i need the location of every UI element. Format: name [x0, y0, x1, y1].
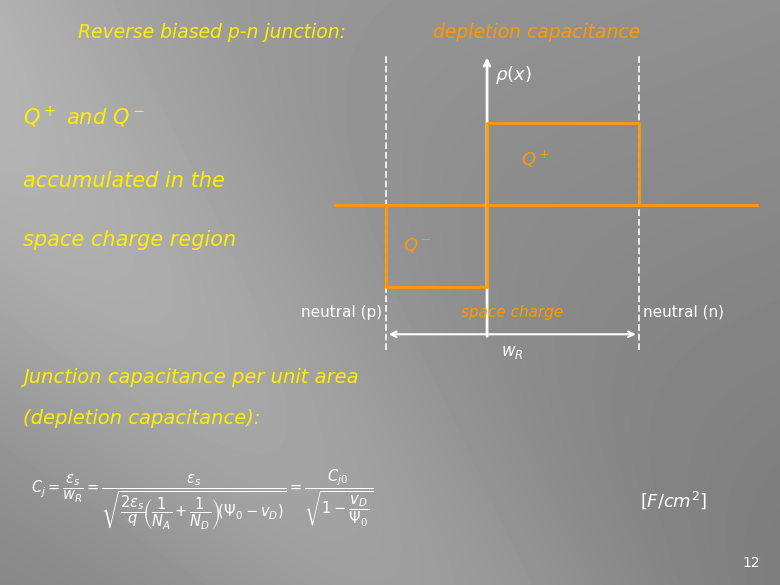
Text: Reverse biased p-n junction:: Reverse biased p-n junction: — [78, 23, 352, 42]
Text: $[F/cm^2]$: $[F/cm^2]$ — [640, 490, 707, 511]
Text: accumulated in the: accumulated in the — [23, 171, 225, 191]
Text: space charge region: space charge region — [23, 230, 236, 250]
Text: (depletion capacitance):: (depletion capacitance): — [23, 409, 261, 428]
Text: 12: 12 — [743, 556, 760, 570]
Text: $w_R$: $w_R$ — [501, 343, 523, 360]
Text: $Q^-$: $Q^-$ — [402, 236, 432, 255]
Text: $\rho(x)$: $\rho(x)$ — [495, 64, 532, 86]
Text: neutral (n): neutral (n) — [643, 305, 724, 319]
Text: $Q^+$: $Q^+$ — [521, 149, 550, 170]
Text: Junction capacitance per unit area: Junction capacitance per unit area — [23, 368, 359, 387]
Text: neutral (p): neutral (p) — [300, 305, 381, 319]
Text: $Q^+$ and $Q^-$: $Q^+$ and $Q^-$ — [23, 104, 146, 130]
Text: space charge: space charge — [461, 305, 563, 319]
Text: $C_j = \dfrac{\varepsilon_s}{w_R} = \dfrac{\varepsilon_s}{\sqrt{\dfrac{2\varepsi: $C_j = \dfrac{\varepsilon_s}{w_R} = \dfr… — [31, 468, 374, 532]
Text: depletion capacitance: depletion capacitance — [433, 23, 640, 42]
